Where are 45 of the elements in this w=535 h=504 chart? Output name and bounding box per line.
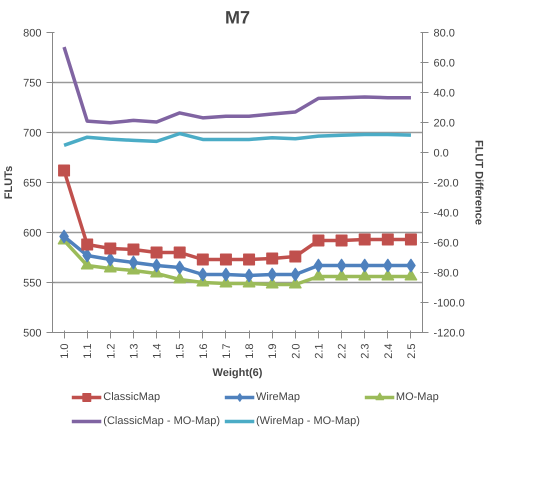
x-tick-label: 1.7 (220, 343, 233, 359)
legend-label: WireMap (256, 391, 300, 403)
y2-tick-label: -20.0 (434, 178, 459, 190)
x-tick-label: 1.4 (152, 343, 164, 359)
y-tick-label: 750 (23, 78, 42, 90)
x-tick-label: 1.0 (59, 343, 72, 359)
x-axis-title: Weight(6) (212, 366, 263, 379)
y2-tick-label: 0.0 (434, 148, 449, 160)
y-tick-label: 550 (23, 278, 42, 290)
legend-label: (WireMap - MO-Map) (256, 415, 360, 427)
x-tick-label: 1.2 (105, 343, 118, 359)
x-tick-label: 1.8 (244, 343, 256, 359)
x-tick-label: 2.0 (290, 343, 302, 359)
x-tick-label: 1.1 (82, 343, 94, 359)
y2-tick-label: -100.0 (434, 298, 465, 310)
x-tick-label: 2.2 (336, 343, 349, 359)
x-tick-label: 2.3 (360, 343, 372, 359)
x-tick-label: 2.5 (406, 343, 418, 359)
y2-tick-label: 60.0 (434, 58, 455, 70)
y2-tick-label: 40.0 (434, 88, 455, 100)
y-tick-label: 650 (23, 178, 42, 190)
y2-axis-title: FLUT Difference (472, 140, 485, 225)
y2-tick-label: 20.0 (434, 118, 455, 130)
line-series (62, 132, 413, 148)
x-tick-label: 1.6 (198, 343, 210, 359)
y2-tick-label: -60.0 (434, 238, 459, 250)
y-tick-label: 500 (23, 328, 42, 340)
x-tick-label: 1.5 (174, 343, 187, 359)
y-tick-label: 700 (23, 128, 42, 140)
x-tick-label: 1.3 (128, 343, 140, 359)
y2-tick-label: -40.0 (434, 208, 459, 220)
y2-tick-label: 80.0 (434, 28, 455, 40)
y-axis-title: FLUTs (3, 166, 16, 200)
y-tick-label: 600 (23, 228, 42, 240)
legend-label: MO-Map (396, 391, 439, 403)
chart-title: M7 (225, 8, 250, 28)
x-tick-label: 1.9 (267, 343, 280, 359)
legend-label: (ClassicMap - MO-Map) (103, 415, 220, 427)
x-tick-label: 2.4 (382, 343, 395, 359)
line-series (62, 45, 413, 125)
x-tick-label: 2.1 (313, 343, 326, 359)
y2-tick-label: -120.0 (434, 328, 465, 340)
y2-tick-label: -80.0 (434, 268, 459, 280)
y-tick-label: 800 (23, 28, 42, 40)
legend-label: ClassicMap (103, 391, 160, 403)
